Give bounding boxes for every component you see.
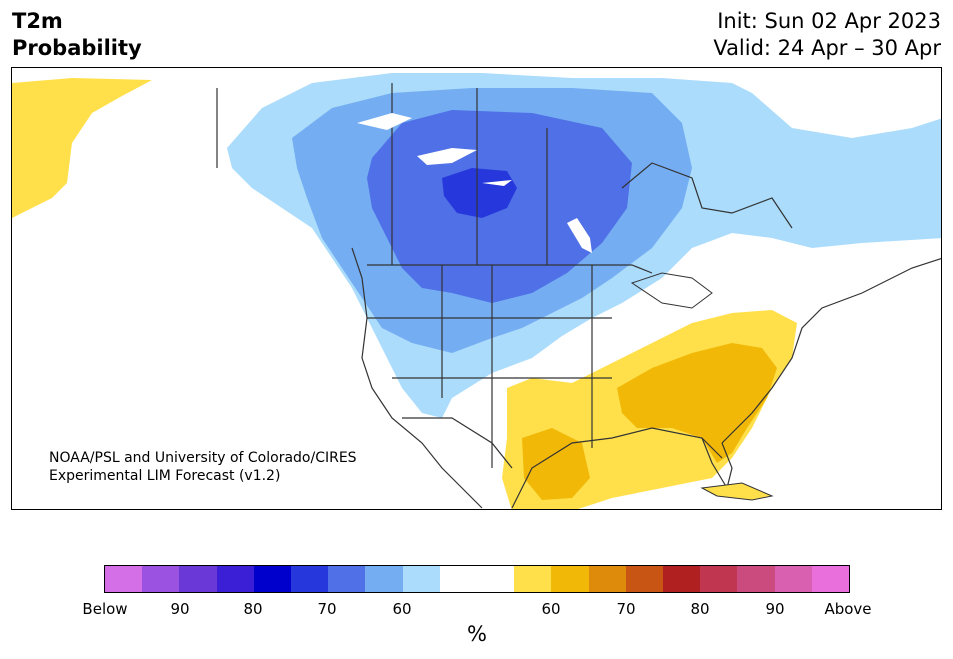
colorbar-tick-label: 70 bbox=[616, 600, 636, 618]
map-canvas bbox=[12, 73, 941, 509]
great-lakes bbox=[630, 272, 713, 309]
colorbar-segment bbox=[514, 566, 552, 592]
canada-us-border bbox=[367, 264, 653, 274]
colorbar-segment bbox=[663, 566, 701, 592]
texas-above-mid-region bbox=[522, 428, 590, 500]
valid-range: Valid: 24 Apr – 30 Apr bbox=[713, 36, 941, 60]
forecast-dates: Init: Sun 02 Apr 2023 Valid: 24 Apr – 30… bbox=[713, 8, 941, 62]
colorbar-tick-label: 70 bbox=[317, 600, 337, 618]
below-stronger-region bbox=[442, 168, 517, 218]
credit-line-1: NOAA/PSL and University of Colorado/CIRE… bbox=[49, 450, 357, 466]
colorbar-segment bbox=[588, 566, 626, 592]
colorbar-segment bbox=[811, 566, 850, 592]
colorbar-segment bbox=[291, 566, 329, 592]
colorbar-segment bbox=[402, 566, 440, 592]
colorbar-segment bbox=[477, 566, 515, 592]
colorbar-segment bbox=[774, 566, 812, 592]
colorbar-segment bbox=[439, 566, 478, 592]
east-coast-line bbox=[721, 258, 941, 444]
lake-winnipeg bbox=[567, 218, 592, 253]
forecast-credit: NOAA/PSL and University of Colorado/CIRE… bbox=[49, 449, 357, 485]
above-mid-region bbox=[617, 343, 777, 463]
great-slave-lake bbox=[417, 148, 477, 165]
colorbar-segment bbox=[142, 566, 180, 592]
alaska-above-region bbox=[12, 78, 152, 218]
colorbar-unit: % bbox=[467, 622, 487, 646]
colorbar-tick-label: 90 bbox=[765, 600, 785, 618]
colorbar-segment bbox=[253, 566, 292, 592]
colorbar-tick-label: 60 bbox=[541, 600, 561, 618]
colorbar bbox=[104, 565, 850, 593]
colorbar-tick-label: 80 bbox=[243, 600, 263, 618]
colorbar-segment bbox=[365, 566, 403, 592]
credit-line-2: Experimental LIM Forecast (v1.2) bbox=[49, 468, 281, 484]
title-line-1: T2m bbox=[12, 9, 63, 33]
colorbar-tick-label: 90 bbox=[170, 600, 190, 618]
hudson-bay-line bbox=[621, 162, 793, 229]
map-borders bbox=[216, 83, 941, 509]
map-title: T2m Probability bbox=[12, 8, 142, 62]
colorbar-segment bbox=[328, 566, 366, 592]
colorbar-segment bbox=[625, 566, 664, 592]
west-coast-line bbox=[351, 247, 483, 509]
colorbar-segment bbox=[700, 566, 738, 592]
colorbar-tick-label: 80 bbox=[690, 600, 710, 618]
colorbar-segment bbox=[216, 566, 254, 592]
title-line-2: Probability bbox=[12, 36, 142, 60]
colorbar-tick-label: Below bbox=[82, 600, 128, 618]
cuba bbox=[700, 482, 774, 501]
mexico-border bbox=[402, 417, 513, 469]
forecast-map bbox=[11, 67, 942, 510]
init-date: Init: Sun 02 Apr 2023 bbox=[717, 9, 941, 33]
colorbar-segment bbox=[179, 566, 217, 592]
colorbar-segment bbox=[551, 566, 589, 592]
great-bear-lake bbox=[357, 113, 412, 130]
colorbar-segment bbox=[737, 566, 775, 592]
colorbar-tick-label: Above bbox=[824, 600, 872, 618]
colorbar-tick-label: 60 bbox=[392, 600, 412, 618]
colorbar-segment bbox=[105, 566, 143, 592]
lake-athabasca bbox=[482, 180, 512, 186]
